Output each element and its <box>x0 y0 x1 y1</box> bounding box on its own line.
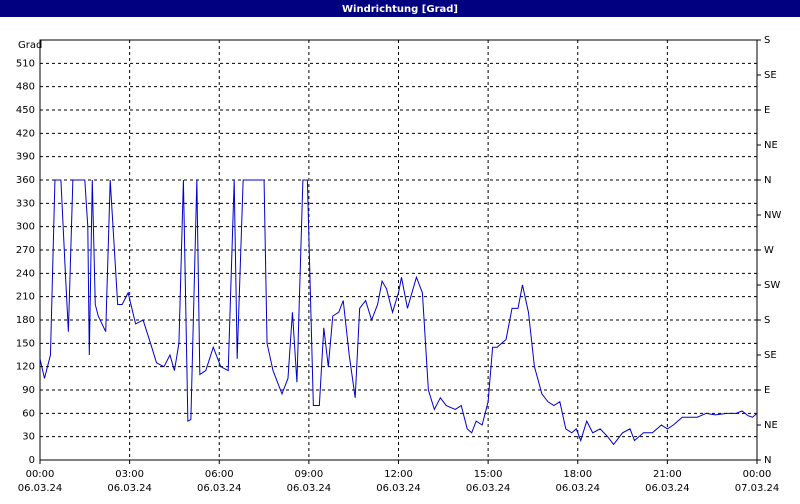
y-tick-label: 420 <box>16 128 35 139</box>
x-tick-label: 18:00 <box>563 469 592 480</box>
x-tick-label: 00:00 <box>26 469 55 480</box>
x-tick-label: 15:00 <box>474 469 503 480</box>
y-tick-label: 360 <box>16 175 35 186</box>
y2-tick-label: E <box>764 105 770 116</box>
y-tick-label: 510 <box>16 58 35 69</box>
y2-tick-label: NE <box>764 420 778 431</box>
x-tick-date: 06.03.24 <box>18 483 63 494</box>
y2-tick-label: E <box>764 385 770 396</box>
x-tick-date: 07.03.24 <box>735 483 780 494</box>
y2-tick-label: SE <box>764 350 777 361</box>
y-tick-label: 30 <box>22 432 35 443</box>
x-tick-label: 00:00 <box>743 469 772 480</box>
x-tick-date: 06.03.24 <box>466 483 511 494</box>
y2-tick-label: SE <box>764 70 777 81</box>
y-tick-label: 90 <box>22 385 35 396</box>
y-tick-label: 180 <box>16 315 35 326</box>
y2-tick-label: NW <box>764 210 781 221</box>
y-tick-label: 0 <box>29 455 35 466</box>
x-tick-date: 06.03.24 <box>645 483 690 494</box>
data-line <box>39 179 758 446</box>
x-tick-label: 21:00 <box>653 469 682 480</box>
y2-tick-label: N <box>764 455 771 466</box>
x-tick-date: 06.03.24 <box>107 483 152 494</box>
x-tick-date: 06.03.24 <box>197 483 242 494</box>
x-tick-date: 06.03.24 <box>376 483 421 494</box>
y2-tick-label: S <box>764 315 770 326</box>
y2-tick-label: SW <box>764 280 780 291</box>
y2-tick-label: W <box>764 245 774 256</box>
x-tick-label: 12:00 <box>384 469 413 480</box>
y2-tick-label: NE <box>764 140 778 151</box>
x-tick-label: 09:00 <box>294 469 323 480</box>
plot-frame <box>39 39 758 461</box>
y-tick-label: 120 <box>16 362 35 373</box>
y-tick-label: 300 <box>16 222 35 233</box>
y-tick-label: 60 <box>22 408 35 419</box>
y-tick-label: 450 <box>16 105 35 116</box>
y-tick-label: 480 <box>16 82 35 93</box>
y-tick-label: 210 <box>16 292 35 303</box>
x-tick-label: 06:00 <box>205 469 234 480</box>
y-tick-label: 390 <box>16 152 35 163</box>
y-tick-label: 270 <box>16 245 35 256</box>
x-tick-date: 06.03.24 <box>287 483 332 494</box>
x-tick-date: 06.03.24 <box>555 483 600 494</box>
y-axis-label: Grad <box>18 40 42 51</box>
y-tick-label: 150 <box>16 338 35 349</box>
x-tick-label: 03:00 <box>115 469 144 480</box>
y2-tick-label: S <box>764 35 770 46</box>
title-bar <box>0 0 800 17</box>
chart-title: Windrichtung [Grad] <box>342 4 458 15</box>
y-tick-label: 240 <box>16 268 35 279</box>
y2-tick-label: N <box>764 175 771 186</box>
y-tick-label: 330 <box>16 198 35 209</box>
